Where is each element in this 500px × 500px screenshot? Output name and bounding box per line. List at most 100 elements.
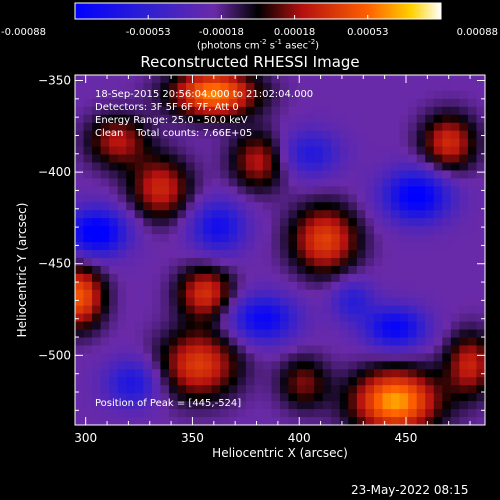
heatmap-cell	[467, 178, 477, 187]
heatmap-cell	[100, 226, 110, 235]
heatmap-cell	[399, 82, 409, 92]
heatmap-cell	[75, 369, 84, 378]
heatmap-cell	[297, 90, 307, 100]
heatmap-cell	[220, 114, 230, 124]
heatmap-cell	[254, 154, 264, 163]
heatmap-cell	[254, 210, 264, 219]
heatmap-cell	[382, 154, 392, 163]
peak-position-label: Position of Peak = [445,-524]	[95, 398, 242, 409]
heatmap-cell	[416, 250, 426, 259]
heatmap-cell	[459, 98, 469, 108]
heatmap-cell	[203, 305, 213, 315]
heatmap-cell	[331, 202, 341, 211]
heatmap-cell	[237, 409, 247, 418]
heatmap-cell	[356, 218, 366, 227]
heatmap-cell	[126, 345, 136, 354]
heatmap-cell	[322, 146, 332, 155]
heatmap-cell	[399, 202, 409, 211]
heatmap-cell	[211, 345, 221, 354]
heatmap-cell	[476, 234, 486, 243]
heatmap-cell	[348, 138, 358, 147]
heatmap-cell	[476, 257, 486, 267]
heatmap-cell	[476, 305, 486, 315]
heatmap-cell	[117, 122, 127, 132]
heatmap-cell	[467, 194, 477, 203]
heatmap-cell	[245, 106, 255, 116]
heatmap-cell	[416, 409, 426, 418]
heatmap-cell	[459, 377, 469, 386]
heatmap-cell	[314, 178, 324, 187]
heatmap-cell	[245, 114, 255, 124]
heatmap-cell	[450, 138, 460, 147]
heatmap-cell	[467, 305, 477, 315]
heatmap-cell	[399, 210, 409, 219]
heatmap-cell	[143, 146, 153, 155]
heatmap-cell	[476, 385, 486, 394]
heatmap-cell	[476, 273, 486, 283]
heatmap-cell	[408, 305, 418, 315]
heatmap-cell	[117, 75, 127, 84]
heatmap-cell	[254, 170, 264, 179]
heatmap-cell	[365, 353, 375, 362]
heatmap-cell	[126, 361, 136, 370]
heatmap-cell	[450, 218, 460, 227]
heatmap-cell	[322, 170, 332, 179]
heatmap-cell	[297, 82, 307, 92]
heatmap-cell	[339, 234, 349, 243]
heatmap-cell	[177, 162, 187, 171]
heatmap-cell	[433, 369, 443, 378]
heatmap-cell	[331, 170, 341, 179]
heatmap-cell	[245, 234, 255, 243]
heatmap-cell	[416, 297, 426, 307]
heatmap-cell	[186, 242, 195, 251]
heatmap-cell	[92, 138, 102, 147]
heatmap-cell	[399, 369, 409, 378]
heatmap-cell	[356, 321, 366, 330]
heatmap-cell	[331, 75, 341, 84]
heatmap-cell	[305, 361, 315, 370]
heatmap-cell	[305, 369, 315, 378]
heatmap-cell	[194, 409, 204, 418]
heatmap-cell	[245, 337, 255, 346]
heatmap-cell	[194, 297, 204, 307]
heatmap-cell	[151, 257, 161, 267]
heatmap-cell	[331, 138, 341, 147]
heatmap-cell	[373, 337, 383, 346]
heatmap-cell	[203, 337, 213, 346]
heatmap-cell	[408, 250, 418, 259]
heatmap-cell	[305, 297, 315, 307]
heatmap-cell	[322, 409, 332, 418]
heatmap-cell	[186, 154, 195, 163]
heatmap-cell	[245, 138, 255, 147]
heatmap-cell	[373, 257, 383, 267]
heatmap-cell	[280, 106, 289, 116]
heatmap-cell	[467, 321, 477, 330]
heatmap-cell	[365, 242, 375, 251]
heatmap-cell	[297, 130, 307, 140]
heatmap-cell	[143, 90, 153, 100]
heatmap-cell	[75, 409, 84, 418]
heatmap-cell	[476, 289, 486, 299]
heatmap-cell	[297, 337, 307, 346]
heatmap-cell	[211, 385, 221, 394]
heatmap-cell	[339, 265, 349, 275]
heatmap-cell	[373, 242, 383, 251]
heatmap-cell	[177, 106, 187, 116]
heatmap-cell	[109, 265, 119, 275]
heatmap-cell	[382, 409, 392, 418]
heatmap-cell	[151, 194, 161, 203]
heatmap-cell	[348, 234, 358, 243]
heatmap-cell	[433, 273, 443, 283]
heatmap-cell	[305, 194, 315, 203]
heatmap-cell	[245, 321, 255, 330]
heatmap-cell	[331, 265, 341, 275]
heatmap-cell	[373, 194, 383, 203]
heatmap-cell	[83, 401, 93, 410]
heatmap-cell	[373, 178, 383, 187]
heatmap-cell	[322, 210, 332, 219]
heatmap-cell	[177, 82, 187, 92]
heatmap-cell	[322, 377, 332, 386]
heatmap-cell	[220, 146, 230, 155]
heatmap-cell	[237, 289, 247, 299]
heatmap-cell	[348, 353, 358, 362]
